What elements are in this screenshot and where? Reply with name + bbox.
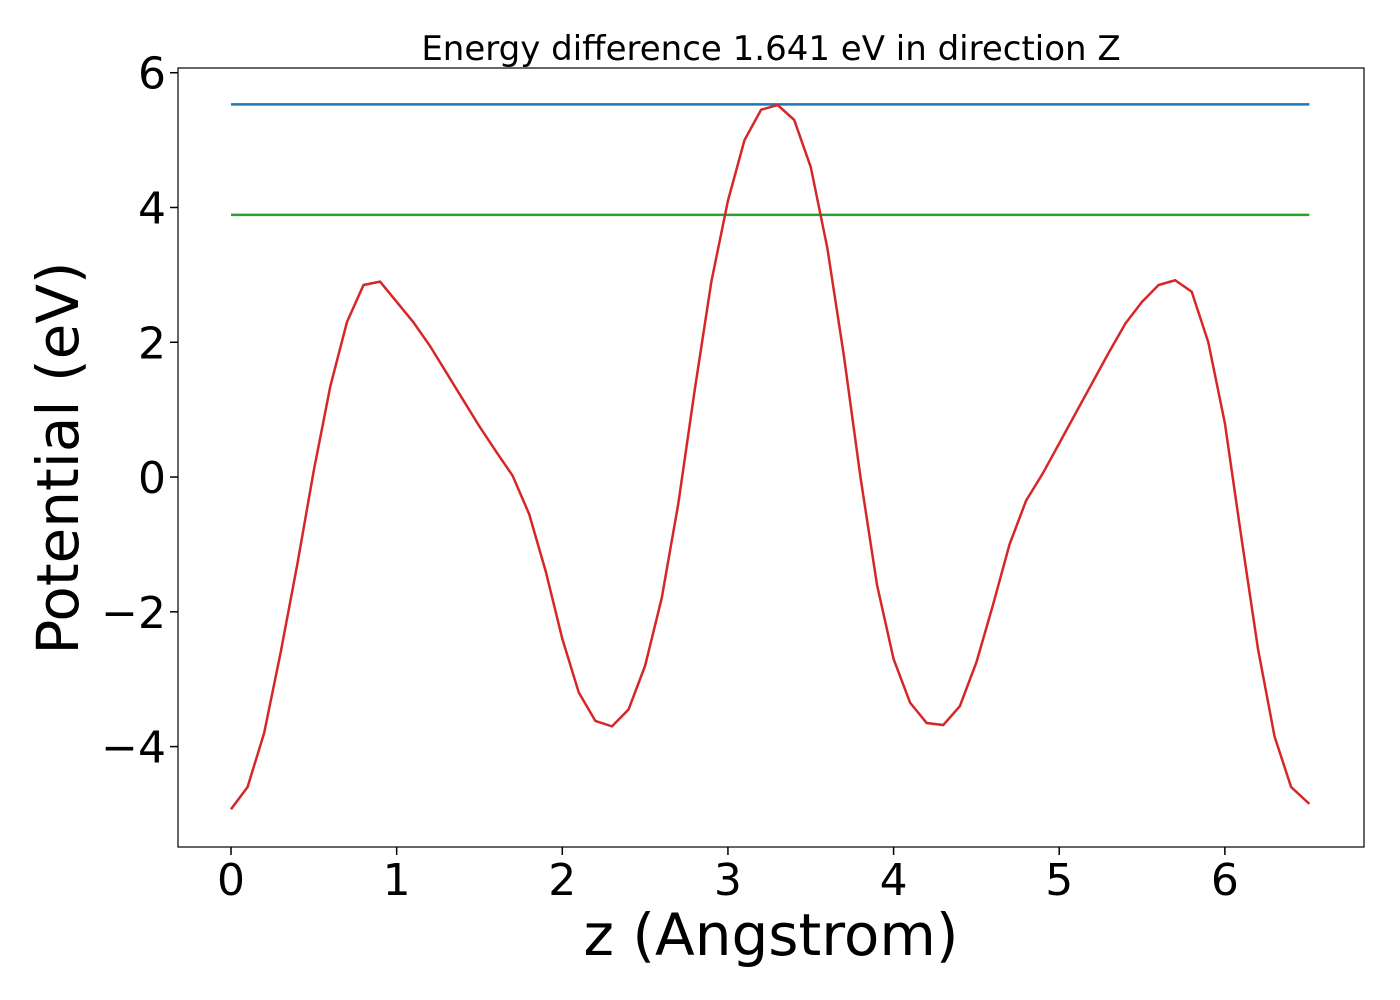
chart-title: Energy difference 1.641 eV in direction … [421, 29, 1120, 69]
y-tick-label: −2 [101, 588, 166, 639]
x-tick-label: 0 [217, 855, 245, 906]
x-tick-label: 2 [548, 855, 576, 906]
y-tick-label: 2 [138, 318, 166, 369]
x-tick-label: 5 [1045, 855, 1073, 906]
y-axis-label: Potential (eV) [24, 261, 92, 654]
y-tick-label: 4 [138, 183, 166, 234]
y-tick-label: 0 [138, 453, 166, 504]
data-line [230, 103, 1311, 811]
x-tick-label: 3 [714, 855, 742, 906]
x-tick-label: 6 [1211, 855, 1239, 906]
x-tick-label: 1 [383, 855, 411, 906]
plot-frame [177, 67, 1365, 848]
x-axis-label: z (Angstrom) [584, 901, 959, 969]
y-tick-label: 6 [138, 49, 166, 100]
y-tick-label: −4 [101, 723, 166, 774]
x-tick-label: 4 [880, 855, 908, 906]
